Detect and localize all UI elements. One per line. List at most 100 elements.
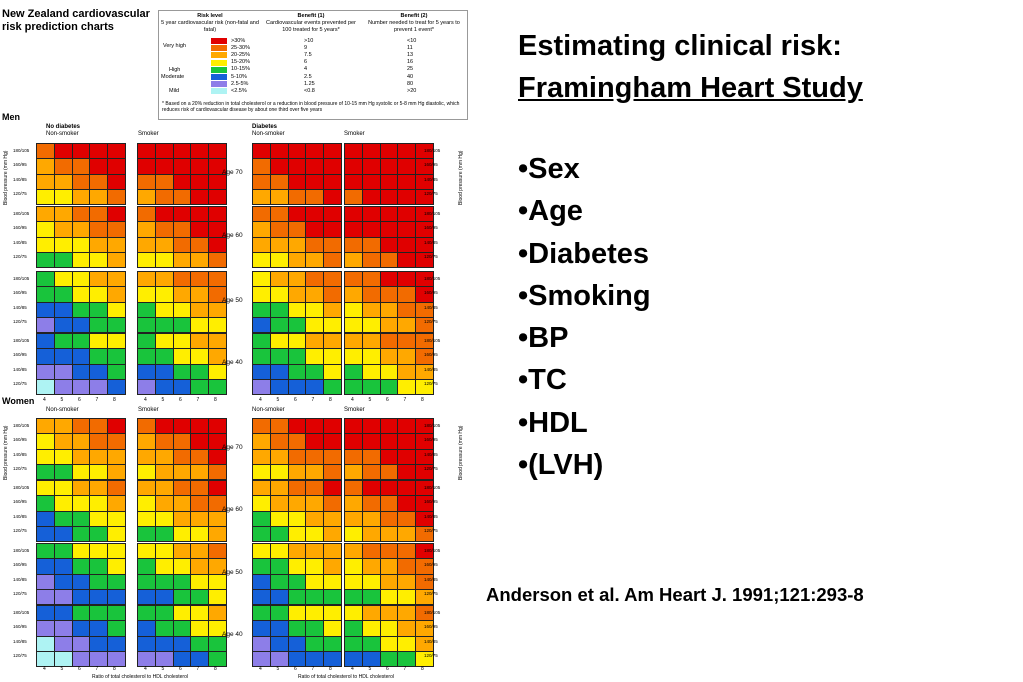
risk-cell — [108, 189, 125, 204]
risk-grid — [137, 206, 227, 268]
risk-cell — [270, 207, 288, 222]
risk-cell — [54, 559, 72, 574]
x-tick-label: 7 — [95, 397, 99, 403]
bp-label: 120/75 — [13, 191, 27, 196]
risk-cell — [398, 334, 416, 349]
x-tick-label: 6 — [294, 397, 297, 403]
x-tick-label: 8 — [329, 397, 332, 403]
legend-nnt: 25 — [407, 66, 414, 73]
risk-grid — [137, 418, 227, 480]
bp-label: 180/105 — [424, 484, 441, 490]
risk-cell — [416, 621, 433, 636]
risk-cell — [155, 526, 173, 541]
risk-cell — [138, 159, 155, 174]
risk-cell — [253, 559, 270, 574]
risk-cell — [324, 589, 341, 604]
risk-chart-figure: New Zealand cardiovascular risk predicti… — [0, 0, 470, 682]
legend-footnote: * Based on a 20% reduction in total chol… — [162, 101, 460, 113]
bullet-bp: •BP — [518, 322, 569, 355]
legend-group-mild: Mild — [169, 88, 180, 94]
risk-cell — [37, 464, 54, 479]
risk-cell — [72, 349, 90, 364]
risk-grid — [344, 206, 434, 268]
risk-cell — [90, 287, 108, 302]
risk-cell — [362, 349, 380, 364]
risk-cell — [345, 237, 362, 252]
risk-cell — [173, 419, 191, 434]
bp-labels: 180/105 160/95 140/85 120/75 — [13, 419, 29, 477]
bp-label: 120/75 — [13, 319, 27, 324]
risk-cell — [54, 287, 72, 302]
risk-cell — [362, 222, 380, 237]
risk-cell — [37, 511, 54, 526]
bp-label: 160/95 — [13, 624, 27, 629]
risk-cell — [54, 252, 72, 267]
risk-cell — [398, 636, 416, 651]
risk-chart-title: New Zealand cardiovascular risk predicti… — [2, 8, 150, 33]
risk-cell — [191, 526, 209, 541]
risk-cell — [380, 144, 398, 159]
risk-cell — [398, 189, 416, 204]
risk-cell — [345, 606, 362, 621]
risk-cell — [416, 651, 433, 666]
risk-cell — [398, 302, 416, 317]
risk-cell — [398, 589, 416, 604]
risk-cell — [270, 252, 288, 267]
bp-label: 160/95 — [424, 225, 438, 230]
risk-cell — [54, 302, 72, 317]
risk-cell — [191, 287, 209, 302]
bp-label: 180/105 — [13, 484, 30, 490]
risk-cell — [72, 449, 90, 464]
risk-cell — [380, 606, 398, 621]
risk-cell — [324, 544, 341, 559]
risk-cell — [191, 334, 209, 349]
non-smoker-label: Non-smoker — [252, 407, 285, 413]
risk-cell — [324, 272, 341, 287]
bp-label: 140/85 — [424, 576, 438, 582]
risk-cell — [54, 651, 72, 666]
risk-cell — [155, 144, 173, 159]
risk-cell — [173, 464, 191, 479]
risk-cell — [416, 302, 433, 317]
risk-cell — [209, 302, 226, 317]
risk-cell — [108, 544, 125, 559]
risk-cell — [324, 621, 341, 636]
risk-grid — [344, 543, 434, 605]
bp-labels: 180/105 160/95 140/85 120/75 — [424, 419, 440, 477]
risk-cell — [380, 464, 398, 479]
risk-cell — [138, 589, 155, 604]
risk-cell — [37, 287, 54, 302]
risk-cell — [345, 636, 362, 651]
risk-cell — [138, 222, 155, 237]
risk-cell — [306, 272, 324, 287]
risk-cell — [138, 317, 155, 332]
risk-cell — [155, 334, 173, 349]
x-tick-label: 5 — [60, 397, 64, 403]
x-tick-label: 6 — [294, 666, 297, 672]
legend-col3-header: Benefit (2) — [400, 13, 428, 19]
risk-cell — [380, 252, 398, 267]
risk-cell — [324, 511, 341, 526]
risk-cell — [173, 621, 191, 636]
legend-col2-header: Benefit (1) — [297, 13, 325, 19]
risk-cell — [416, 511, 433, 526]
bp-label: 120/75 — [424, 591, 438, 596]
bp-label: 120/75 — [424, 466, 438, 471]
risk-cell — [173, 252, 191, 267]
risk-cell — [270, 511, 288, 526]
diabetes-label: Diabetes — [252, 124, 278, 130]
legend-swatch — [211, 66, 227, 73]
risk-cell — [155, 544, 173, 559]
risk-cell — [362, 272, 380, 287]
bp-label: 180/105 — [13, 609, 30, 615]
risk-cell — [270, 272, 288, 287]
risk-cell — [253, 207, 270, 222]
risk-cell — [138, 252, 155, 267]
risk-cell — [270, 526, 288, 541]
smoker-label: Smoker — [138, 407, 159, 413]
risk-cell — [324, 526, 341, 541]
risk-cell — [155, 636, 173, 651]
risk-cell — [270, 174, 288, 189]
x-tick-label: 6 — [179, 666, 182, 672]
risk-cell — [54, 464, 72, 479]
